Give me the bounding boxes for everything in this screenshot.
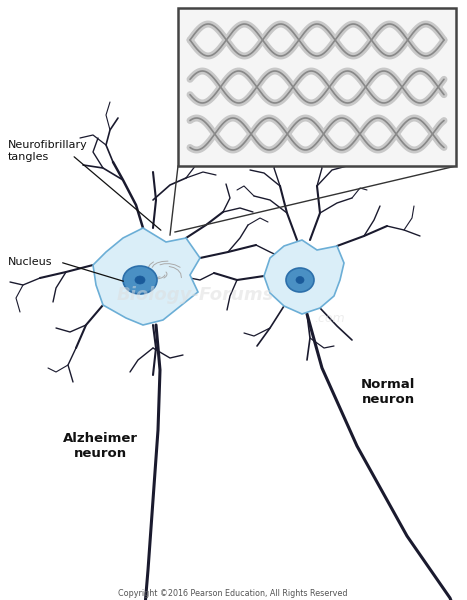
Text: Neurofibrillary
tangles: Neurofibrillary tangles bbox=[8, 140, 88, 163]
Text: .com: .com bbox=[315, 311, 345, 325]
Bar bbox=[178, 8, 456, 166]
Text: Copyright ©2016 Pearson Education, All Rights Reserved: Copyright ©2016 Pearson Education, All R… bbox=[118, 589, 348, 599]
Text: Normal
neuron: Normal neuron bbox=[361, 378, 415, 406]
Ellipse shape bbox=[135, 276, 145, 284]
Ellipse shape bbox=[286, 268, 314, 292]
Ellipse shape bbox=[123, 266, 157, 294]
Polygon shape bbox=[93, 228, 200, 325]
Polygon shape bbox=[264, 240, 344, 314]
Text: Biology-Forums: Biology-Forums bbox=[116, 286, 274, 304]
Text: Nucleus: Nucleus bbox=[8, 257, 52, 267]
Ellipse shape bbox=[296, 277, 304, 283]
Text: Alzheimer
neuron: Alzheimer neuron bbox=[63, 432, 137, 460]
